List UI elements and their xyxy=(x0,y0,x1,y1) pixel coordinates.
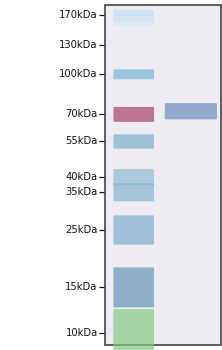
FancyBboxPatch shape xyxy=(113,10,154,16)
FancyBboxPatch shape xyxy=(165,103,217,119)
Text: 170kDa: 170kDa xyxy=(59,10,98,20)
Text: 70kDa: 70kDa xyxy=(65,110,98,119)
FancyBboxPatch shape xyxy=(105,5,221,345)
Text: 40kDa: 40kDa xyxy=(65,172,98,182)
Text: 55kDa: 55kDa xyxy=(65,136,98,146)
FancyBboxPatch shape xyxy=(113,267,154,307)
FancyBboxPatch shape xyxy=(113,169,154,185)
FancyBboxPatch shape xyxy=(113,216,154,245)
Text: 100kDa: 100kDa xyxy=(59,69,98,79)
FancyBboxPatch shape xyxy=(113,134,154,149)
FancyBboxPatch shape xyxy=(113,183,154,201)
FancyBboxPatch shape xyxy=(113,69,154,79)
Text: 15kDa: 15kDa xyxy=(65,282,98,292)
Text: 130kDa: 130kDa xyxy=(59,40,98,50)
Text: 25kDa: 25kDa xyxy=(65,225,98,235)
Text: 35kDa: 35kDa xyxy=(65,187,98,197)
Text: 10kDa: 10kDa xyxy=(65,328,98,338)
FancyBboxPatch shape xyxy=(113,107,154,122)
FancyBboxPatch shape xyxy=(113,15,154,21)
FancyBboxPatch shape xyxy=(113,20,154,26)
FancyBboxPatch shape xyxy=(113,309,154,350)
